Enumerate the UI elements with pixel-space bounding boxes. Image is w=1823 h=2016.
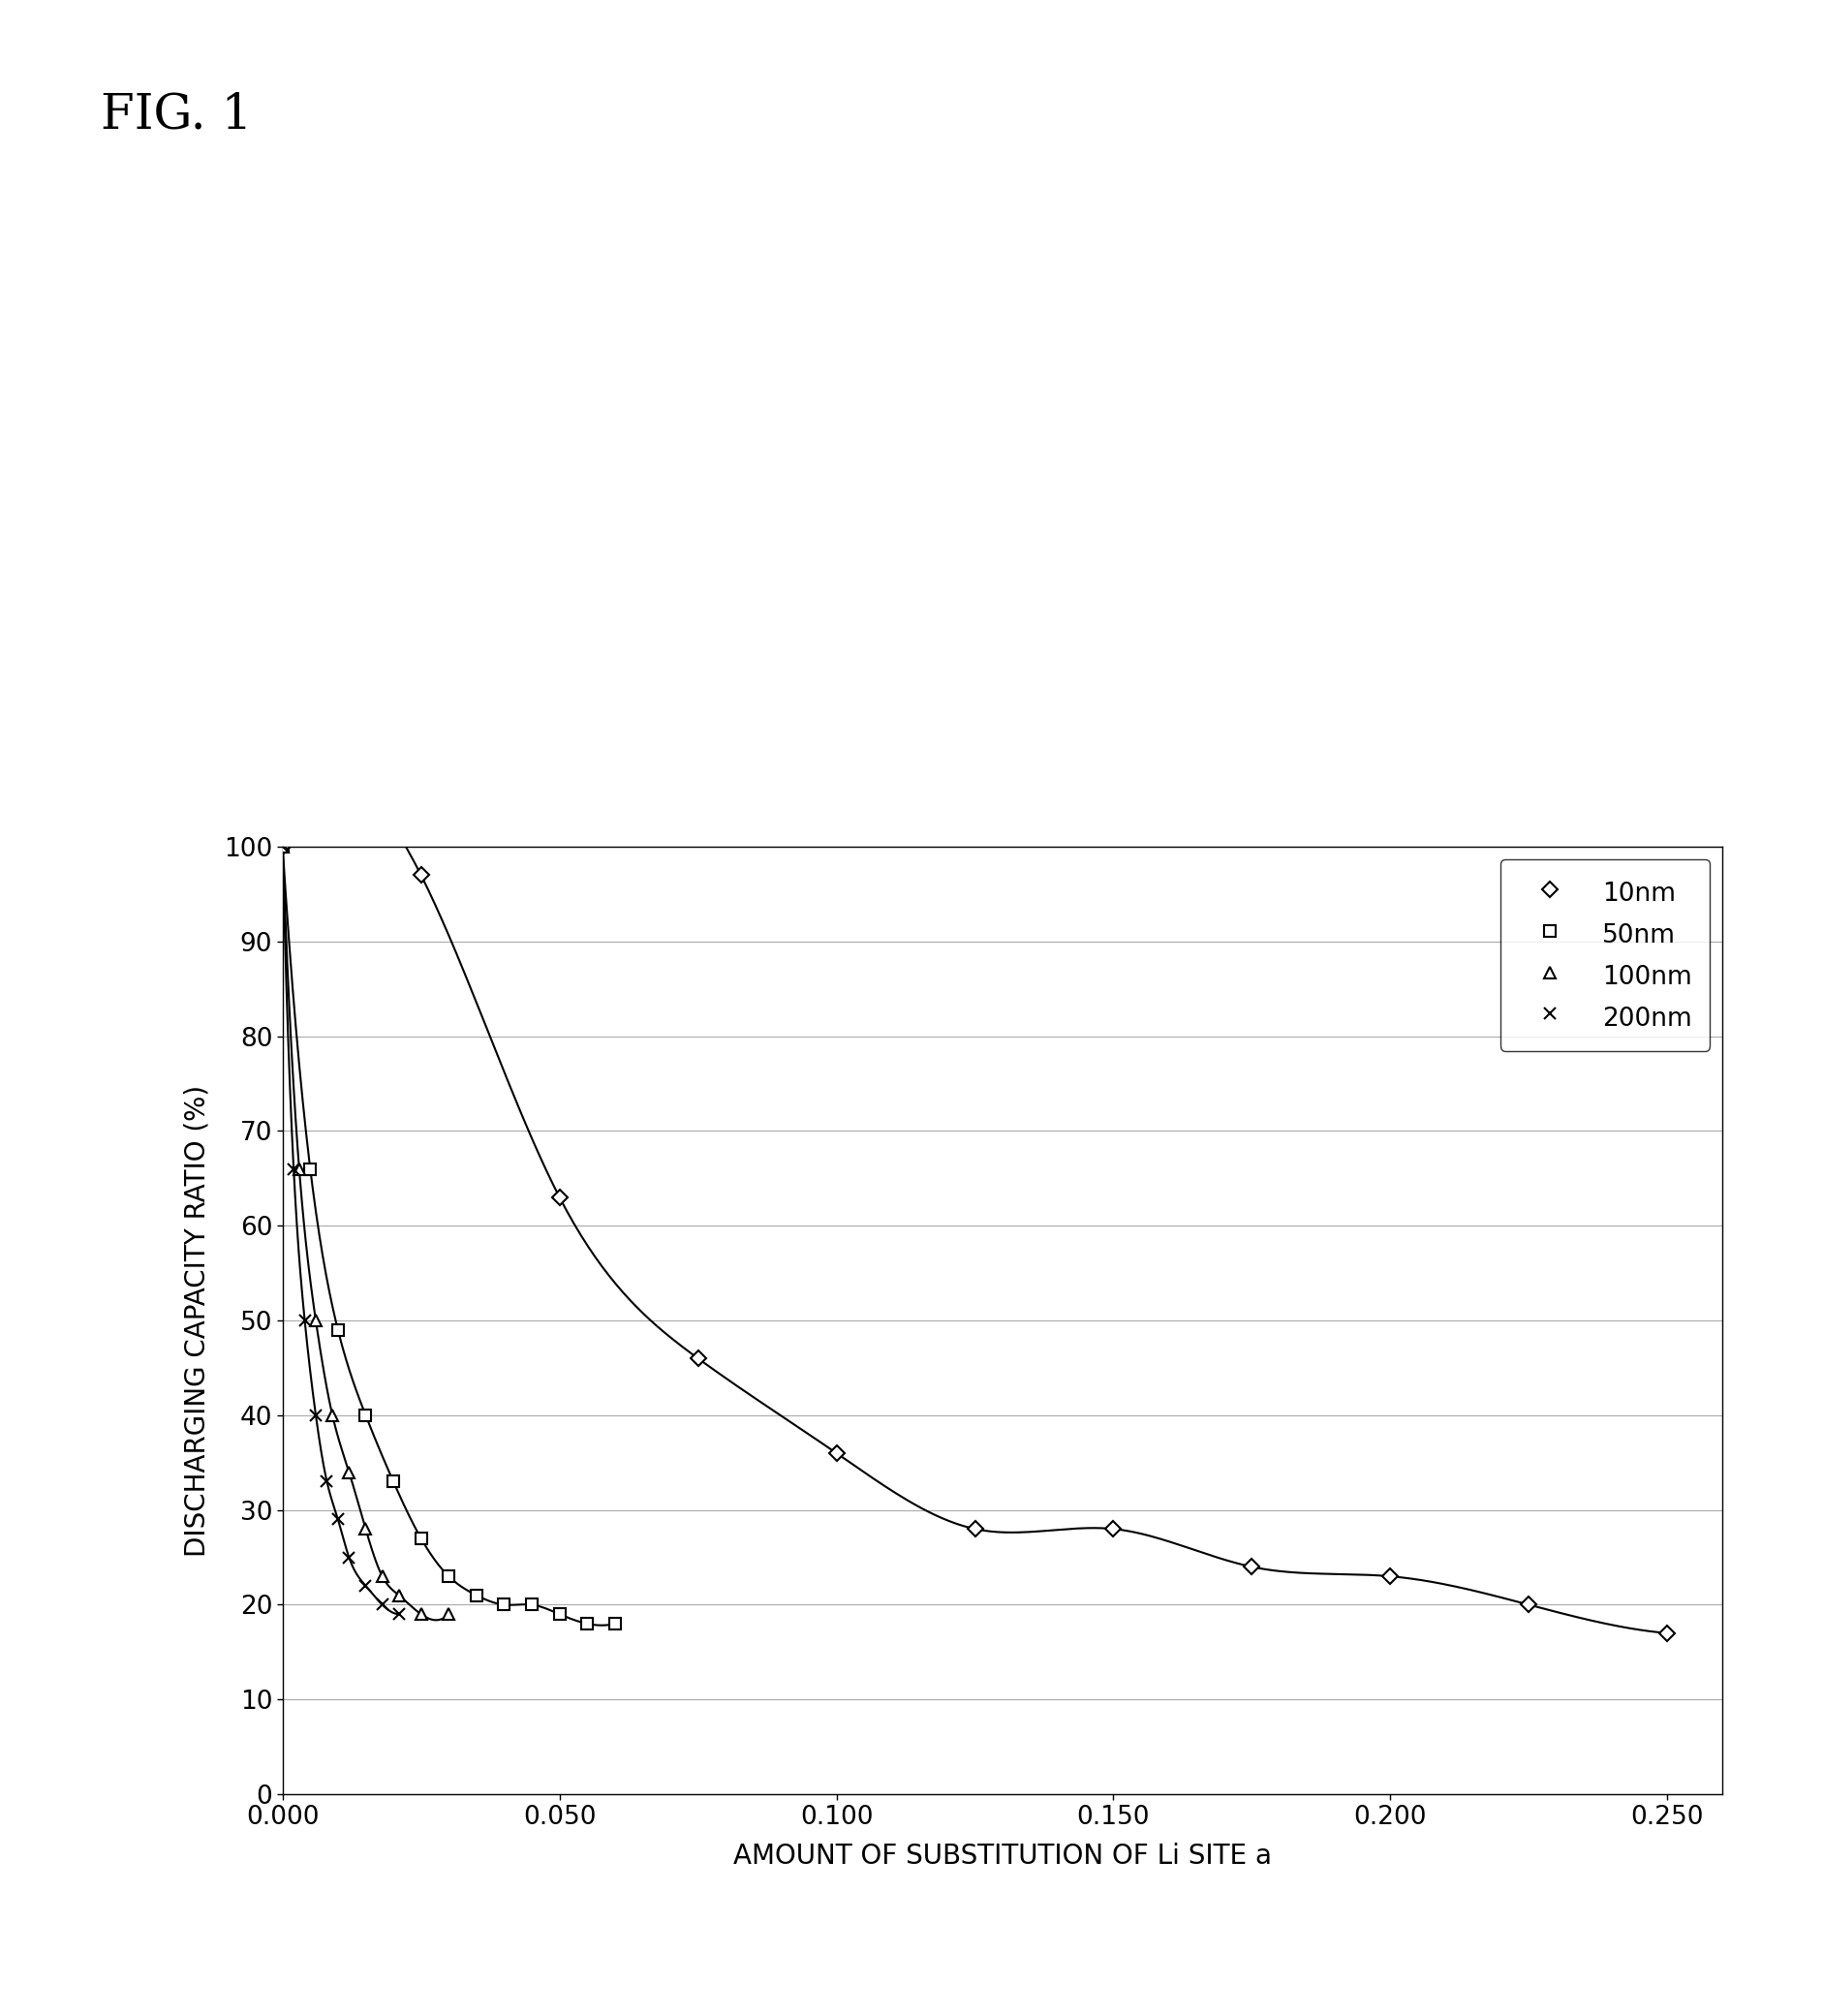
- Text: FIG. 1: FIG. 1: [100, 91, 252, 139]
- 50nm: [410, 1526, 432, 1550]
- 200nm: [272, 835, 294, 859]
- 100nm: [272, 835, 294, 859]
- 200nm: [294, 1308, 315, 1333]
- 50nm: [576, 1611, 598, 1635]
- 100nm: [438, 1603, 459, 1627]
- 10nm: [1380, 1564, 1402, 1589]
- 50nm: [326, 1318, 348, 1343]
- Legend: 10nm, 50nm, 100nm, 200nm: 10nm, 50nm, 100nm, 200nm: [1500, 859, 1710, 1050]
- 10nm: [1519, 1593, 1540, 1617]
- Line: 100nm: 100nm: [277, 841, 454, 1619]
- 50nm: [383, 1470, 405, 1494]
- 100nm: [355, 1516, 377, 1540]
- X-axis label: AMOUNT OF SUBSTITUTION OF Li SITE a: AMOUNT OF SUBSTITUTION OF Li SITE a: [733, 1843, 1272, 1871]
- 10nm: [272, 835, 294, 859]
- 10nm: [687, 1347, 709, 1371]
- Line: 10nm: 10nm: [277, 841, 1674, 1639]
- 50nm: [465, 1583, 487, 1607]
- 10nm: [964, 1516, 986, 1540]
- 200nm: [355, 1574, 377, 1599]
- 100nm: [372, 1564, 394, 1589]
- 200nm: [304, 1403, 326, 1427]
- 50nm: [549, 1603, 571, 1627]
- 200nm: [283, 1157, 304, 1181]
- 10nm: [1103, 1516, 1125, 1540]
- 50nm: [438, 1564, 459, 1589]
- Line: 50nm: 50nm: [277, 841, 620, 1629]
- 50nm: [603, 1611, 625, 1635]
- Y-axis label: DISCHARGING CAPACITY RATIO (%): DISCHARGING CAPACITY RATIO (%): [184, 1085, 210, 1556]
- 10nm: [1241, 1554, 1263, 1579]
- 50nm: [355, 1403, 377, 1427]
- 50nm: [521, 1593, 543, 1617]
- 100nm: [321, 1403, 343, 1427]
- 10nm: [549, 1185, 571, 1210]
- 10nm: [826, 1441, 848, 1466]
- 100nm: [337, 1460, 359, 1484]
- 50nm: [494, 1593, 516, 1617]
- 100nm: [410, 1603, 432, 1627]
- Line: 200nm: 200nm: [277, 841, 405, 1621]
- 10nm: [410, 863, 432, 887]
- 200nm: [326, 1508, 348, 1532]
- 100nm: [288, 1157, 310, 1181]
- 50nm: [272, 835, 294, 859]
- 200nm: [388, 1603, 410, 1627]
- 100nm: [388, 1583, 410, 1607]
- 200nm: [315, 1470, 337, 1494]
- 50nm: [299, 1157, 321, 1181]
- 200nm: [372, 1593, 394, 1617]
- 10nm: [1657, 1621, 1679, 1645]
- 100nm: [304, 1308, 326, 1333]
- 200nm: [337, 1544, 359, 1568]
